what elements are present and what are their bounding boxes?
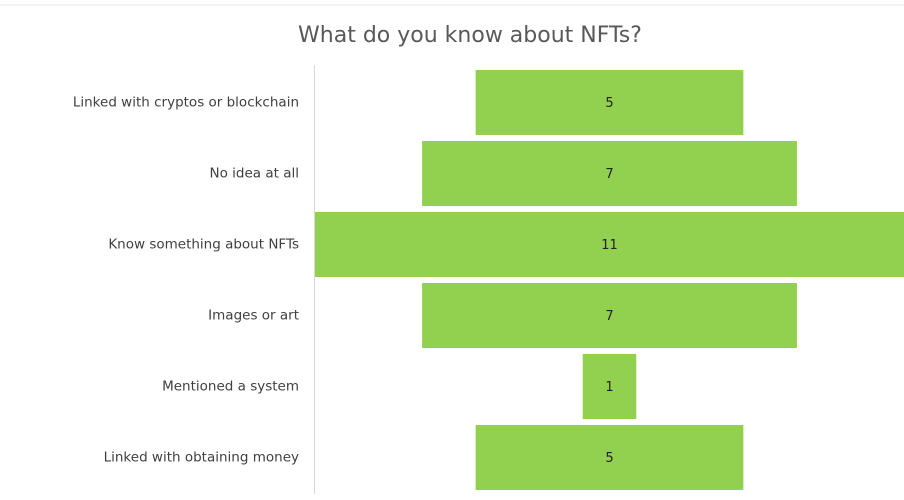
category-label: Linked with cryptos or blockchain bbox=[73, 95, 299, 111]
category-label: Linked with obtaining money bbox=[104, 450, 299, 466]
bar bbox=[475, 70, 744, 135]
bar bbox=[315, 212, 904, 277]
category-label: No idea at all bbox=[210, 166, 299, 182]
data-label: 5 bbox=[605, 451, 613, 466]
data-label: 7 bbox=[605, 167, 613, 182]
data-label: 5 bbox=[605, 96, 613, 111]
data-label: 1 bbox=[605, 380, 613, 395]
bar bbox=[475, 425, 744, 490]
category-label: Images or art bbox=[208, 308, 299, 324]
category-label: Mentioned a system bbox=[162, 379, 299, 395]
data-label: 7 bbox=[605, 309, 613, 324]
chart-title: What do you know about NFTs? bbox=[298, 23, 642, 48]
bar bbox=[582, 354, 637, 419]
bar bbox=[422, 283, 797, 348]
bar bbox=[422, 141, 797, 206]
category-label: Know something about NFTs bbox=[108, 237, 299, 253]
data-label: 11 bbox=[601, 238, 618, 253]
